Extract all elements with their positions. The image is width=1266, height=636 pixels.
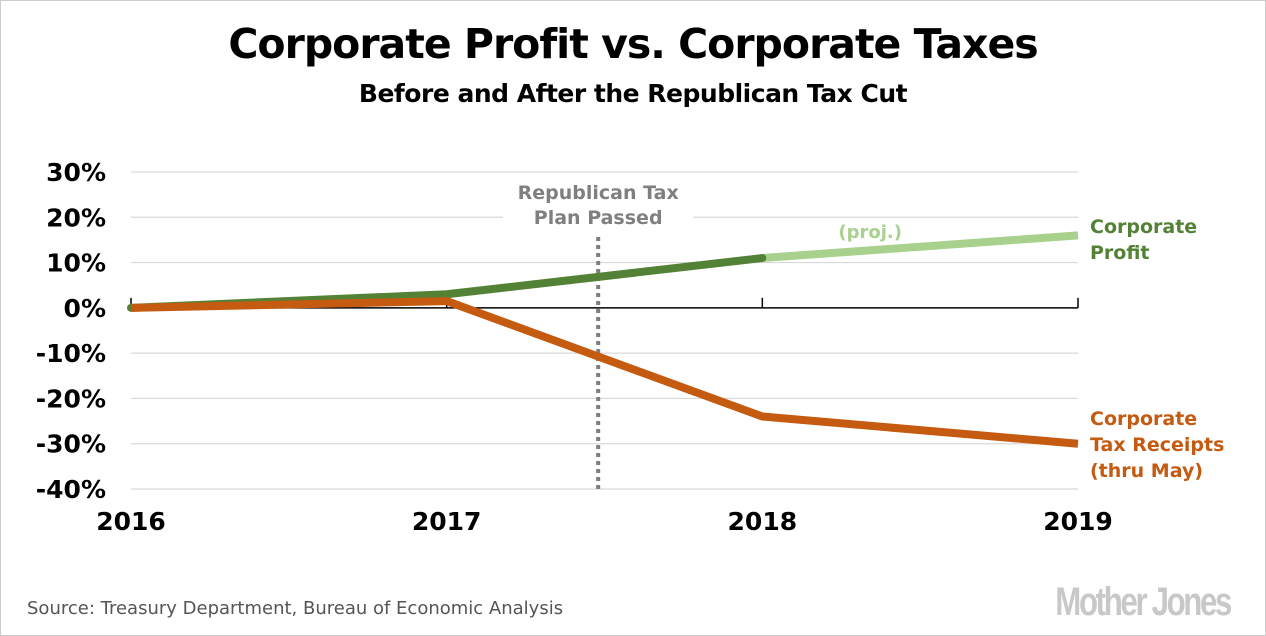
y-tick-label: 10% xyxy=(46,249,106,278)
y-tick-label: -40% xyxy=(36,475,106,504)
y-axis-ticks: 30% 20% 10% 0% -10% -20% -30% -40% xyxy=(36,158,106,504)
corporate-tax-label: Corporate xyxy=(1090,408,1197,430)
publisher-logo: Mother Jones xyxy=(1055,580,1232,624)
annotations: Republican Tax Plan Passed xyxy=(503,178,694,489)
y-tick-label: 20% xyxy=(46,203,106,232)
projection-annotation: (proj.) xyxy=(838,222,902,243)
corporate-tax-label: (thru May) xyxy=(1090,460,1203,482)
chart-title: Corporate Profit vs. Corporate Taxes xyxy=(228,20,1038,68)
tax-plan-annotation-text: Plan Passed xyxy=(534,207,663,229)
tax-plan-annotation-text: Republican Tax xyxy=(518,182,679,204)
x-tick-label: 2017 xyxy=(412,507,482,536)
x-axis-ticks: 2016 2017 2018 2019 xyxy=(96,507,1113,536)
corporate-profit-label: Corporate xyxy=(1090,216,1197,238)
corporate-profit-label: Profit xyxy=(1090,242,1150,264)
source-note: Source: Treasury Department, Bureau of E… xyxy=(27,598,564,619)
series-line-corporate-tax-receipts xyxy=(130,297,1079,448)
series-labels: (proj.) Corporate Profit Corporate Tax Recei… xyxy=(838,216,1224,482)
series-lines xyxy=(127,231,1079,448)
gridlines xyxy=(131,171,1078,490)
chart-subtitle: Before and After the Republican Tax Cut xyxy=(358,79,908,108)
annotation-background xyxy=(503,178,694,230)
y-tick-label: 30% xyxy=(46,158,106,187)
y-tick-label: -10% xyxy=(36,339,106,368)
corporate-tax-label: Tax Receipts xyxy=(1090,434,1224,456)
x-tick-label: 2019 xyxy=(1043,507,1113,536)
x-tick-label: 2018 xyxy=(728,507,798,536)
y-tick-label: 0% xyxy=(64,294,106,323)
series-line-corporate-profit-projected xyxy=(762,231,1079,263)
y-tick-label: -20% xyxy=(36,384,106,413)
y-tick-label: -30% xyxy=(36,430,106,459)
x-tick-label: 2016 xyxy=(96,507,166,536)
